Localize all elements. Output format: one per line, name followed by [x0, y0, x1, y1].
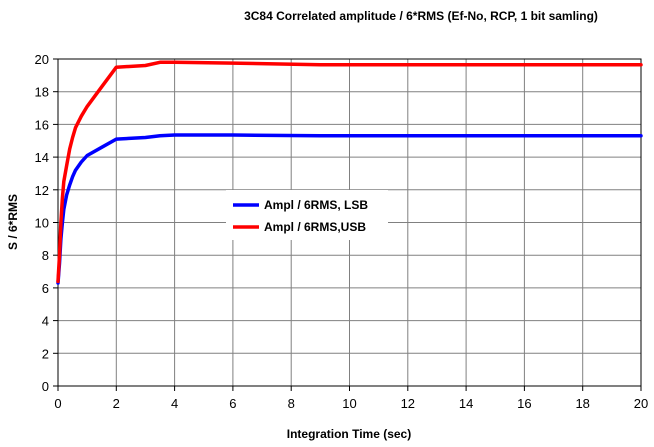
- chart-title: 3C84 Correlated amplitude / 6*RMS (Ef-No…: [244, 9, 598, 23]
- y-tick-label: 0: [42, 379, 49, 394]
- series-line-2: [56, 60, 643, 284]
- grid: [58, 58, 642, 386]
- x-tick-label: 14: [459, 396, 473, 411]
- y-tick-label: 18: [35, 85, 49, 100]
- x-tick-label: 0: [54, 396, 61, 411]
- y-tick-label: 2: [42, 346, 49, 361]
- y-tick-label: 14: [35, 150, 49, 165]
- legend: Ampl / 6RMS, LSB Ampl / 6RMS,USB: [226, 190, 388, 240]
- y-tick-label: 16: [35, 117, 49, 132]
- y-tick-label: 10: [35, 216, 49, 231]
- x-tick-label: 18: [575, 396, 589, 411]
- x-tick-label: 8: [288, 396, 295, 411]
- y-tick-label: 4: [42, 314, 49, 329]
- series-lines: [56, 60, 643, 285]
- y-axis-ticks: 0 2 4 6 8 10 12 14 16 18 20: [35, 52, 58, 394]
- x-axis-label: Integration Time (sec): [287, 427, 411, 441]
- x-tick-label: 20: [634, 396, 648, 411]
- legend-label-2: Ampl / 6RMS,USB: [264, 220, 366, 234]
- y-tick-label: 8: [42, 248, 49, 263]
- x-tick-label: 6: [229, 396, 236, 411]
- y-axis-label: S / 6*RMS: [6, 194, 20, 250]
- x-tick-label: 12: [401, 396, 415, 411]
- y-tick-label: 12: [35, 183, 49, 198]
- x-tick-label: 10: [342, 396, 356, 411]
- legend-background: [226, 190, 388, 240]
- legend-label-1: Ampl / 6RMS, LSB: [264, 198, 368, 212]
- x-tick-label: 4: [171, 396, 178, 411]
- x-axis-ticks: 0 2 4 6 8 10 12 14 16 18 20: [54, 386, 648, 411]
- y-tick-label: 20: [35, 52, 49, 67]
- y-tick-label: 6: [42, 281, 49, 296]
- x-tick-label: 2: [113, 396, 120, 411]
- x-tick-label: 16: [517, 396, 531, 411]
